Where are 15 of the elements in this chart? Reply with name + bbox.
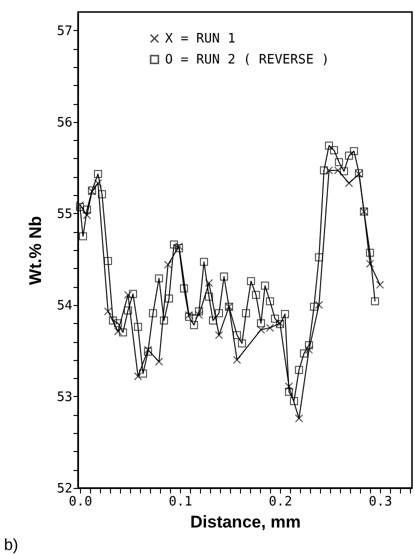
x-tick-label: 0.1 (168, 494, 192, 510)
y-tick-label: 57 (56, 24, 72, 39)
y-axis-title: Wt.% Nb (26, 216, 45, 285)
x-tick-label: 0.3 (368, 494, 392, 510)
y-tick-label: 55 (56, 206, 72, 222)
y-tick-label: 54 (56, 298, 73, 314)
legend-label: X = RUN 1 (165, 32, 236, 46)
x-tick-label: 0.0 (68, 494, 92, 510)
legend-label: O = RUN 2 ( REVERSE ) (165, 52, 330, 68)
y-tick-label: 52 (56, 482, 72, 496)
y-tick-label: 53 (56, 390, 72, 405)
text: b) (4, 537, 18, 555)
x-tick-label: 0.2 (268, 494, 292, 510)
y-tick-label: 56 (56, 115, 72, 130)
x-axis-title: Distance, mm (190, 512, 301, 532)
